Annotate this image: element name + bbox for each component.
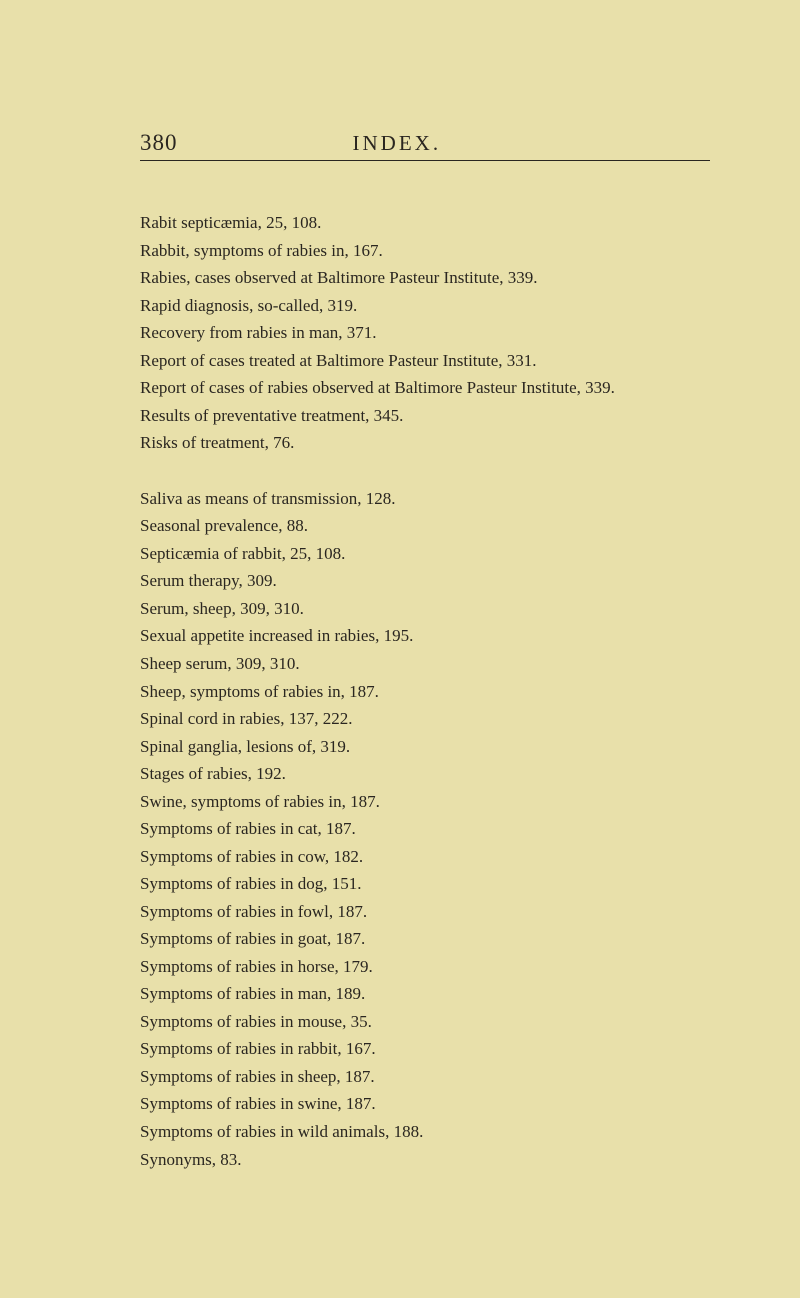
index-entry: Sheep, symptoms of rabies in, 187. <box>140 678 710 706</box>
index-entry: Report of cases treated at Baltimore Pas… <box>140 347 710 375</box>
header-title: INDEX. <box>353 131 442 156</box>
index-entry: Symptoms of rabies in cow, 182. <box>140 843 710 871</box>
index-entry: Sheep serum, 309, 310. <box>140 650 710 678</box>
page-header: 380 INDEX. <box>140 130 710 161</box>
index-entry: Sexual appetite increased in rabies, 195… <box>140 622 710 650</box>
index-entry: Recovery from rabies in man, 371. <box>140 319 710 347</box>
index-entry: Spinal cord in rabies, 137, 222. <box>140 705 710 733</box>
index-entry: Risks of treatment, 76. <box>140 429 710 457</box>
index-entry: Rabies, cases observed at Baltimore Past… <box>140 264 710 292</box>
index-entry: Symptoms of rabies in man, 189. <box>140 980 710 1008</box>
index-entry: Serum, sheep, 309, 310. <box>140 595 710 623</box>
index-entry: Symptoms of rabies in dog, 151. <box>140 870 710 898</box>
index-entry: Symptoms of rabies in rabbit, 167. <box>140 1035 710 1063</box>
index-entry: Symptoms of rabies in goat, 187. <box>140 925 710 953</box>
index-entry: Symptoms of rabies in mouse, 35. <box>140 1008 710 1036</box>
index-entry: Rabit septicæmia, 25, 108. <box>140 209 710 237</box>
index-entry: Symptoms of rabies in cat, 187. <box>140 815 710 843</box>
index-entry: Serum therapy, 309. <box>140 567 710 595</box>
index-entry: Rapid diagnosis, so-called, 319. <box>140 292 710 320</box>
index-entry: Symptoms of rabies in wild animals, 188. <box>140 1118 710 1146</box>
index-entry: Stages of rabies, 192. <box>140 760 710 788</box>
index-entry: Symptoms of rabies in fowl, 187. <box>140 898 710 926</box>
index-entry: Symptoms of rabies in swine, 187. <box>140 1090 710 1118</box>
index-entry: Septicæmia of rabbit, 25, 108. <box>140 540 710 568</box>
index-entry: Saliva as means of transmission, 128. <box>140 485 710 513</box>
index-section-r: Rabit septicæmia, 25, 108. Rabbit, sympt… <box>140 209 710 457</box>
index-entry: Results of preventative treatment, 345. <box>140 402 710 430</box>
index-entry: Symptoms of rabies in sheep, 187. <box>140 1063 710 1091</box>
page-number: 380 <box>140 130 178 156</box>
index-entry: Seasonal prevalence, 88. <box>140 512 710 540</box>
index-entry: Spinal ganglia, lesions of, 319. <box>140 733 710 761</box>
index-entry: Rabbit, symptoms of rabies in, 167. <box>140 237 710 265</box>
index-entry: Synonyms, 83. <box>140 1146 710 1174</box>
document-page: 380 INDEX. Rabit septicæmia, 25, 108. Ra… <box>0 0 800 1241</box>
index-section-s: Saliva as means of transmission, 128. Se… <box>140 485 710 1173</box>
index-entry: Swine, symptoms of rabies in, 187. <box>140 788 710 816</box>
index-entry: Report of cases of rabies observed at Ba… <box>140 374 710 402</box>
index-entry: Symptoms of rabies in horse, 179. <box>140 953 710 981</box>
